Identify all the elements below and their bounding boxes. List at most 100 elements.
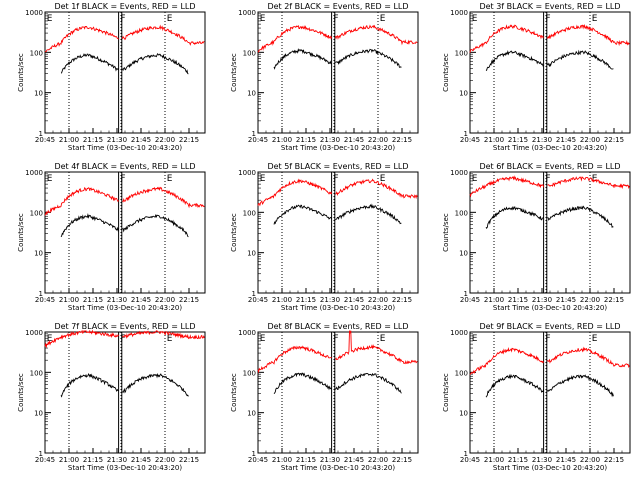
x-tick-label: 21:15 <box>296 136 316 144</box>
x-tick-label: 21:45 <box>131 456 151 464</box>
x-tick-label: 22:15 <box>179 456 199 464</box>
flag-label: F <box>120 334 125 344</box>
series-lld-line <box>257 24 418 53</box>
x-tick-label: 20:45 <box>460 296 480 304</box>
flag-label: E <box>167 334 173 344</box>
series-lld-line <box>469 175 630 198</box>
y-tick-label: 1 <box>39 450 43 458</box>
flag-label: F <box>333 174 338 184</box>
y-tick-label: 1000 <box>238 169 256 177</box>
x-tick-label: 21:30 <box>320 456 340 464</box>
panel-det-1: Det 1f BLACK = Events, RED = LLD 1 10 100 10… <box>17 2 206 152</box>
x-tick-label: 21:30 <box>107 296 127 304</box>
x-axis-label: Start Time (03-Dec-10 20:43:20) <box>281 464 395 472</box>
panel-title: Det 4f BLACK = Events, RED = LLD <box>54 162 195 171</box>
x-tick-label: 21:00 <box>484 456 504 464</box>
x-tick-label: 21:00 <box>272 136 292 144</box>
x-tick-label: 21:00 <box>272 456 292 464</box>
y-axis-label: Counts/sec <box>17 53 25 92</box>
panel-det-4: Det 4f BLACK = Events, RED = LLD 1 10 100 10… <box>17 162 206 312</box>
series-lld-line <box>44 186 205 216</box>
flag-label: E <box>260 14 266 24</box>
panel-det-3: Det 3f BLACK = Events, RED = LLD 1 10 100 10… <box>442 2 631 152</box>
panel-title: Det 3f BLACK = Events, RED = LLD <box>479 2 620 11</box>
x-axis-label: Start Time (03-Dec-10 20:43:20) <box>68 464 182 472</box>
y-tick-label: 1 <box>39 130 43 138</box>
x-tick-label: 20:45 <box>248 456 268 464</box>
x-tick-label: 21:15 <box>508 456 528 464</box>
y-tick-label: 1000 <box>450 9 468 17</box>
series-lld-line <box>257 178 418 207</box>
x-tick-label: 21:45 <box>344 136 364 144</box>
y-tick-label: 1000 <box>238 9 256 17</box>
flag-label: E <box>47 14 53 24</box>
flag-label: E <box>380 174 386 184</box>
flag-label: E <box>472 174 478 184</box>
flag-label: F <box>120 174 125 184</box>
panel-title: Det 9f BLACK = Events, RED = LLD <box>479 322 620 331</box>
x-tick-label: 22:15 <box>392 296 412 304</box>
y-tick-label: 100 <box>30 369 43 377</box>
panel-det-6: Det 6f BLACK = Events, RED = LLD 1 10 100 10… <box>442 162 631 312</box>
y-tick-label: 10 <box>247 90 256 98</box>
x-tick-label: 21:45 <box>556 136 576 144</box>
x-tick-label: 21:15 <box>296 456 316 464</box>
flag-label: E <box>260 334 266 344</box>
x-axis-label: Start Time (03-Dec-10 20:43:20) <box>281 144 395 152</box>
y-tick-label: 100 <box>30 49 43 57</box>
x-tick-label: 21:15 <box>296 296 316 304</box>
x-axis-label: Start Time (03-Dec-10 20:43:20) <box>68 304 182 312</box>
flag-label: E <box>47 334 53 344</box>
x-tick-label: 21:45 <box>344 296 364 304</box>
y-tick-label: 1 <box>252 130 256 138</box>
flag-label: E <box>380 14 386 24</box>
flag-label: E <box>472 14 478 24</box>
y-tick-label: 10 <box>247 250 256 258</box>
y-tick-label: 1000 <box>25 9 43 17</box>
x-tick-label: 22:15 <box>604 456 624 464</box>
y-tick-label: 1 <box>464 290 468 298</box>
x-axis-label: Start Time (03-Dec-10 20:43:20) <box>281 304 395 312</box>
flag-label: F <box>333 14 338 24</box>
flag-label: E <box>47 174 53 184</box>
flag-label: E <box>167 174 173 184</box>
y-tick-label: 10 <box>247 410 256 418</box>
x-tick-label: 22:15 <box>392 456 412 464</box>
series-events-line <box>60 213 189 238</box>
panel-title: Det 6f BLACK = Events, RED = LLD <box>479 162 620 171</box>
y-tick-label: 1 <box>252 290 256 298</box>
panel-det-5: Det 5f BLACK = Events, RED = LLD 1 10 100 10… <box>230 162 419 312</box>
x-tick-label: 22:00 <box>580 456 600 464</box>
series-events-line <box>485 205 614 229</box>
series-events-line <box>273 48 402 70</box>
x-tick-label: 20:45 <box>248 296 268 304</box>
y-axis-label: Counts/sec <box>17 373 25 412</box>
series-lld-line <box>44 329 205 349</box>
x-tick-label: 22:00 <box>368 296 388 304</box>
series-lld-line <box>469 346 630 375</box>
y-tick-label: 10 <box>34 410 43 418</box>
panel-det-9: Det 9f BLACK = Events, RED = LLD 1 10 100 10… <box>442 322 631 472</box>
y-axis-label: Counts/sec <box>230 53 238 92</box>
y-tick-label: 100 <box>455 49 468 57</box>
y-tick-label: 1 <box>464 450 468 458</box>
x-tick-label: 21:00 <box>484 296 504 304</box>
x-axis-label: Start Time (03-Dec-10 20:43:20) <box>68 144 182 152</box>
x-tick-label: 21:30 <box>107 456 127 464</box>
y-tick-label: 10 <box>459 90 468 98</box>
y-tick-label: 100 <box>243 369 256 377</box>
x-tick-label: 22:15 <box>604 136 624 144</box>
x-tick-label: 21:45 <box>131 296 151 304</box>
flag-label: F <box>333 334 338 344</box>
series-lld-line <box>469 23 630 53</box>
y-tick-label: 1 <box>39 290 43 298</box>
y-tick-label: 1000 <box>25 169 43 177</box>
y-tick-label: 10 <box>459 250 468 258</box>
flag-label: E <box>260 174 266 184</box>
x-tick-label: 20:45 <box>460 136 480 144</box>
panel-det-8: Det 8f BLACK = Events, RED = LLD 1 10 100 10… <box>230 322 419 472</box>
x-tick-label: 21:30 <box>320 136 340 144</box>
x-tick-label: 21:30 <box>107 136 127 144</box>
y-axis-label: Counts/sec <box>17 213 25 252</box>
x-tick-label: 22:00 <box>155 296 175 304</box>
